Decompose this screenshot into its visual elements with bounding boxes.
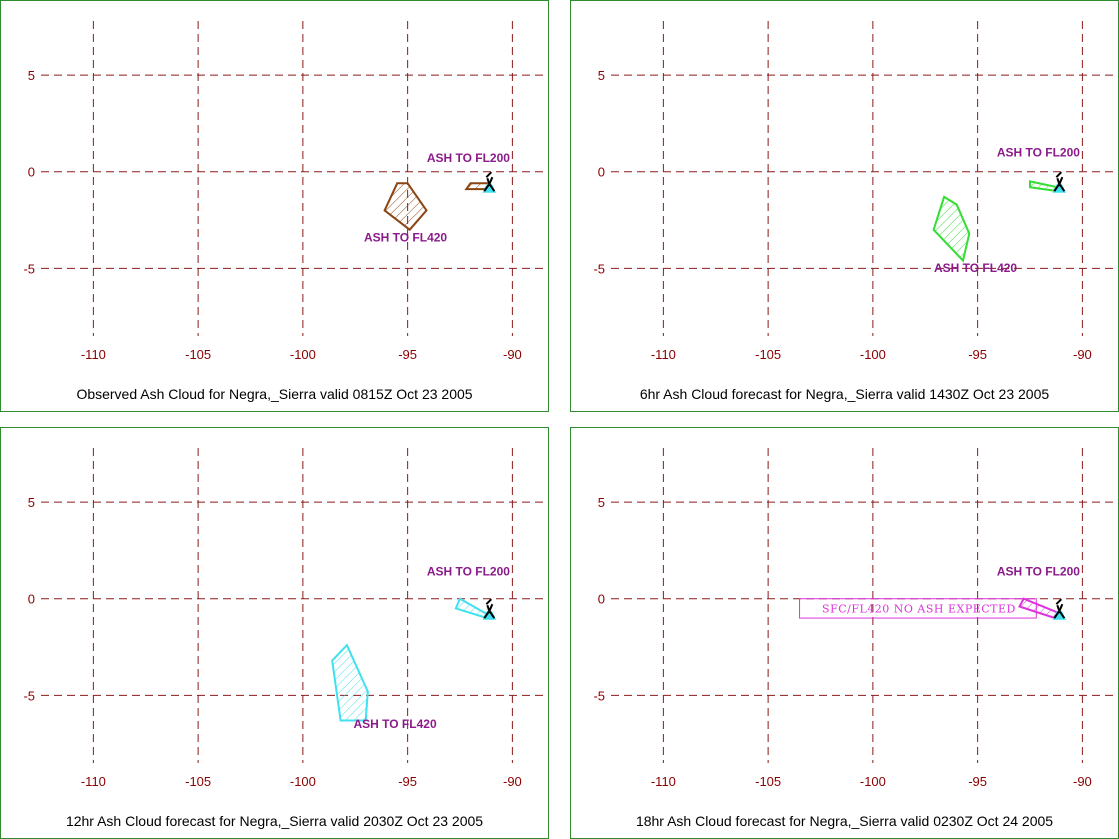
ash-altitude-label: ASH TO FL420 — [353, 717, 436, 731]
ash-altitude-label: ASH TO FL200 — [997, 145, 1080, 159]
ash-altitude-label: ASH TO FL200 — [427, 565, 510, 579]
y-tick-label: -5 — [23, 688, 35, 703]
x-tick-label: -95 — [398, 774, 417, 789]
x-tick-label: -105 — [185, 774, 211, 789]
y-tick-label: -5 — [593, 261, 605, 276]
map-panel-18hr: -110 -105 -100 -95 -90 5 0 -5 SFC/FL420 NO ASH E… — [570, 427, 1119, 839]
volcano-icon — [1052, 598, 1067, 620]
map-panel-12hr: -110 -105 -100 -95 -90 5 0 -5 ASH TO FL200 ASH TO… — [0, 427, 549, 839]
ash-cloud-polygon — [1018, 597, 1059, 620]
y-tick-label: 5 — [28, 68, 35, 83]
x-tick-label: -105 — [755, 347, 781, 362]
x-tick-label: -110 — [81, 774, 106, 789]
volcano-icon — [1052, 171, 1067, 193]
x-tick-label: -105 — [755, 774, 781, 789]
y-tick-label: 5 — [28, 495, 35, 510]
map-panel-6hr: -110 -105 -100 -95 -90 5 0 -5 ASH TO FL200 ASH TO… — [570, 0, 1119, 412]
no-ash-label: SFC/FL420 NO ASH EXPECTED — [822, 602, 1016, 615]
y-tick-label: -5 — [593, 688, 605, 703]
ash-cloud-polygon — [383, 182, 428, 232]
map-plot: -110 -105 -100 -95 -90 5 0 -5 ASH TO FL200 ASH TO… — [593, 21, 1118, 362]
y-tick-label: 5 — [598, 495, 605, 510]
y-tick-label: 0 — [28, 592, 35, 607]
volcano-icon — [482, 598, 497, 620]
x-tick-label: -110 — [81, 347, 106, 362]
panel-caption: Observed Ash Cloud for Negra,_Sierra val… — [76, 386, 473, 402]
y-tick-label: 0 — [598, 165, 605, 180]
x-tick-label: -90 — [503, 774, 522, 789]
ash-altitude-label: ASH TO FL200 — [997, 565, 1080, 579]
gridlines — [41, 448, 548, 763]
panel-caption: 12hr Ash Cloud forecast for Negra,_Sierr… — [65, 813, 484, 829]
x-tick-label: -100 — [860, 347, 886, 362]
x-tick-label: -100 — [860, 774, 886, 789]
y-tick-label: 0 — [598, 592, 605, 607]
y-tick-label: -5 — [23, 261, 35, 276]
volcano-icon — [482, 171, 497, 193]
x-tick-label: -110 — [651, 774, 676, 789]
ash-cloud-polygon — [1029, 180, 1059, 193]
panel-caption: 18hr Ash Cloud forecast for Negra,_Sierr… — [635, 813, 1054, 829]
x-tick-label: -95 — [968, 774, 987, 789]
ash-cloud-polygon — [454, 597, 489, 620]
y-tick-label: 0 — [28, 165, 35, 180]
x-tick-label: -95 — [968, 347, 987, 362]
x-tick-label: -100 — [290, 774, 316, 789]
x-tick-label: -95 — [398, 347, 417, 362]
panel-caption: 6hr Ash Cloud forecast for Negra,_Sierra… — [639, 386, 1050, 402]
ash-cloud-polygon — [331, 643, 369, 722]
x-tick-label: -90 — [1073, 347, 1092, 362]
gridlines — [611, 21, 1118, 336]
map-plot: -110 -105 -100 -95 -90 5 0 -5 SFC/FL420 NO ASH E… — [593, 448, 1118, 789]
x-tick-label: -110 — [651, 347, 676, 362]
x-tick-label: -90 — [503, 347, 522, 362]
gridlines — [41, 21, 548, 336]
x-tick-label: -100 — [290, 347, 316, 362]
ash-altitude-label: ASH TO FL200 — [427, 151, 510, 165]
map-plot: -110 -105 -100 -95 -90 5 0 -5 ASH TO FL200 ASH TO… — [23, 448, 548, 789]
map-panel-observed: -110 -105 -100 -95 -90 5 0 -5 ASH TO FL200 ASH TO… — [0, 0, 549, 412]
x-tick-label: -105 — [185, 347, 211, 362]
x-tick-label: -90 — [1073, 774, 1092, 789]
ash-altitude-label: ASH TO FL420 — [364, 230, 447, 244]
y-tick-label: 5 — [598, 68, 605, 83]
map-plot: -110 -105 -100 -95 -90 5 0 -5 ASH TO FL200 ASH TO… — [23, 21, 548, 362]
ash-cloud-polygon — [932, 195, 971, 263]
ash-altitude-label: ASH TO FL420 — [934, 261, 1017, 275]
